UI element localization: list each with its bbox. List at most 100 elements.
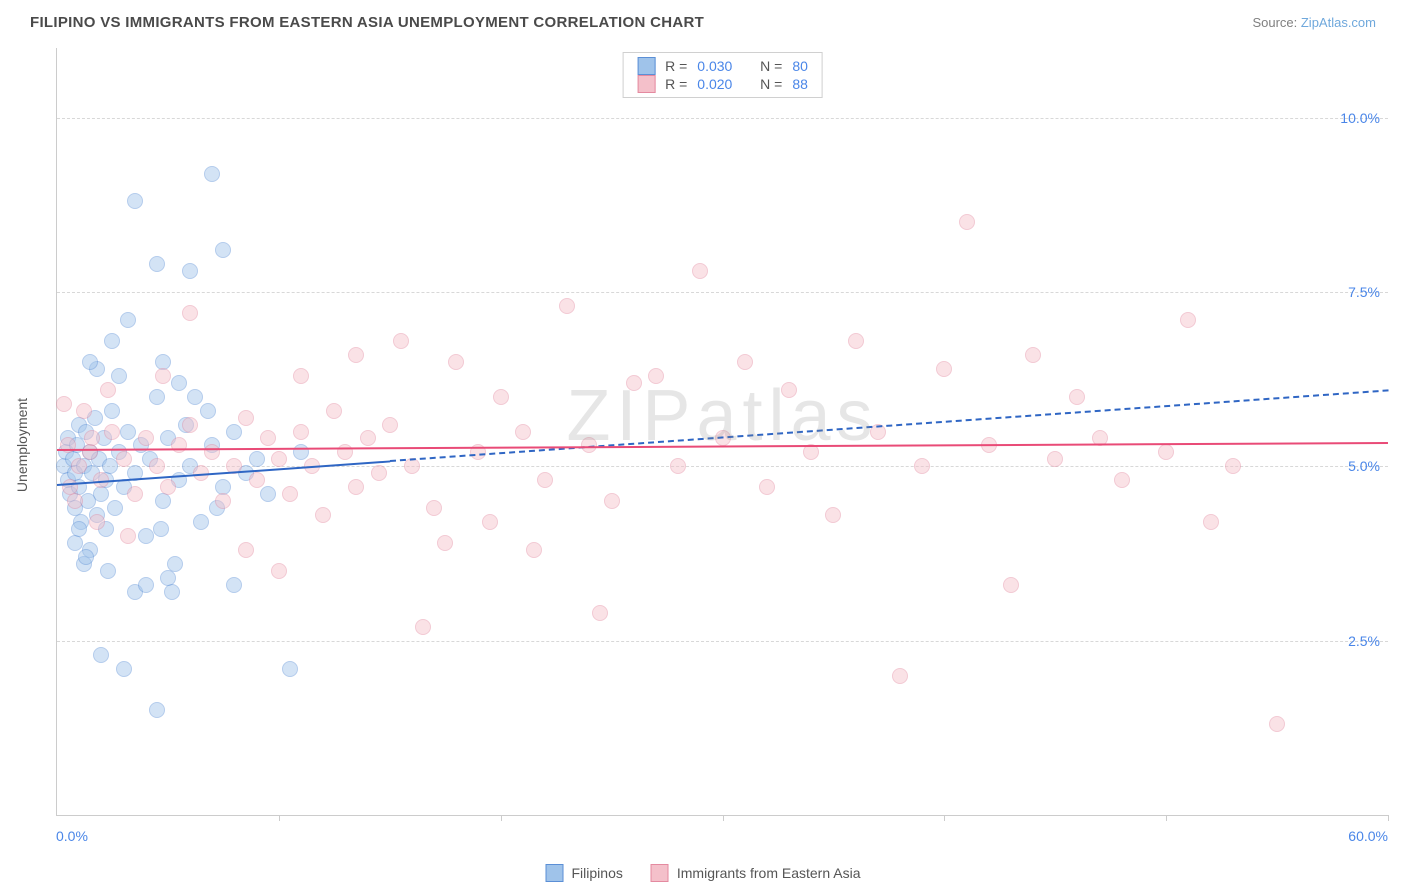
data-point-filipinos xyxy=(93,486,109,502)
data-point-immigrants xyxy=(1114,472,1130,488)
data-point-immigrants xyxy=(271,563,287,579)
data-point-immigrants xyxy=(71,458,87,474)
data-point-filipinos xyxy=(149,389,165,405)
swatch-filipinos xyxy=(637,57,655,75)
y-tick-label: 5.0% xyxy=(1348,458,1380,474)
data-point-immigrants xyxy=(82,444,98,460)
data-point-immigrants xyxy=(626,375,642,391)
data-point-immigrants xyxy=(1158,444,1174,460)
x-axis-max-label: 60.0% xyxy=(1348,828,1388,844)
x-tick xyxy=(1388,815,1389,821)
data-point-filipinos xyxy=(249,451,265,467)
data-point-immigrants xyxy=(120,528,136,544)
data-point-immigrants xyxy=(737,354,753,370)
data-point-filipinos xyxy=(149,702,165,718)
data-point-immigrants xyxy=(415,619,431,635)
data-point-immigrants xyxy=(127,486,143,502)
data-point-immigrants xyxy=(160,479,176,495)
legend-item-filipinos: Filipinos xyxy=(546,864,623,882)
data-point-filipinos xyxy=(104,403,120,419)
data-point-filipinos xyxy=(164,584,180,600)
data-point-filipinos xyxy=(100,563,116,579)
data-point-immigrants xyxy=(692,263,708,279)
r-label: R = xyxy=(665,76,687,92)
data-point-filipinos xyxy=(116,661,132,677)
y-tick-label: 10.0% xyxy=(1340,110,1380,126)
data-point-immigrants xyxy=(482,514,498,530)
r-value-immigrants: 0.020 xyxy=(697,76,732,92)
n-label: N = xyxy=(760,76,782,92)
data-point-filipinos xyxy=(120,424,136,440)
data-point-filipinos xyxy=(67,535,83,551)
data-point-immigrants xyxy=(104,424,120,440)
data-point-filipinos xyxy=(260,486,276,502)
x-tick xyxy=(1166,815,1167,821)
data-point-immigrants xyxy=(1225,458,1241,474)
x-tick xyxy=(723,815,724,821)
data-point-immigrants xyxy=(315,507,331,523)
data-point-immigrants xyxy=(1180,312,1196,328)
data-point-immigrants xyxy=(1069,389,1085,405)
data-point-filipinos xyxy=(167,556,183,572)
data-point-immigrants xyxy=(1047,451,1063,467)
legend-row-immigrants: R = 0.020 N = 88 xyxy=(637,75,808,93)
data-point-immigrants xyxy=(260,430,276,446)
r-label: R = xyxy=(665,58,687,74)
data-point-immigrants xyxy=(293,368,309,384)
legend-item-immigrants: Immigrants from Eastern Asia xyxy=(651,864,861,882)
n-value-filipinos: 80 xyxy=(792,58,808,74)
x-axis-min-label: 0.0% xyxy=(56,828,88,844)
source-link[interactable]: ZipAtlas.com xyxy=(1301,15,1376,30)
data-point-immigrants xyxy=(959,214,975,230)
data-point-filipinos xyxy=(71,521,87,537)
data-point-immigrants xyxy=(282,486,298,502)
data-point-immigrants xyxy=(537,472,553,488)
data-point-filipinos xyxy=(155,493,171,509)
data-point-immigrants xyxy=(426,500,442,516)
data-point-immigrants xyxy=(825,507,841,523)
source-attribution: Source: ZipAtlas.com xyxy=(1252,15,1376,30)
x-tick xyxy=(279,815,280,821)
data-point-immigrants xyxy=(182,417,198,433)
data-point-immigrants xyxy=(1269,716,1285,732)
data-point-filipinos xyxy=(204,166,220,182)
data-point-immigrants xyxy=(116,451,132,467)
data-point-filipinos xyxy=(107,500,123,516)
data-point-immigrants xyxy=(393,333,409,349)
data-point-immigrants xyxy=(1203,514,1219,530)
legend-row-filipinos: R = 0.030 N = 80 xyxy=(637,57,808,75)
data-point-immigrants xyxy=(648,368,664,384)
legend-label-immigrants: Immigrants from Eastern Asia xyxy=(677,865,861,881)
data-point-immigrants xyxy=(348,479,364,495)
data-point-filipinos xyxy=(193,514,209,530)
data-point-immigrants xyxy=(348,347,364,363)
data-point-filipinos xyxy=(226,424,242,440)
swatch-immigrants xyxy=(637,75,655,93)
x-tick xyxy=(501,815,502,821)
data-point-filipinos xyxy=(182,263,198,279)
data-point-immigrants xyxy=(100,382,116,398)
data-point-immigrants xyxy=(293,424,309,440)
data-point-immigrants xyxy=(149,458,165,474)
data-point-filipinos xyxy=(78,549,94,565)
data-point-filipinos xyxy=(138,577,154,593)
data-point-filipinos xyxy=(93,647,109,663)
data-point-immigrants xyxy=(249,472,265,488)
data-point-filipinos xyxy=(149,256,165,272)
data-point-immigrants xyxy=(326,403,342,419)
data-point-immigrants xyxy=(1025,347,1041,363)
data-point-immigrants xyxy=(138,430,154,446)
trend-line-filipinos xyxy=(390,390,1388,463)
data-point-filipinos xyxy=(282,661,298,677)
data-point-immigrants xyxy=(360,430,376,446)
n-label: N = xyxy=(760,58,782,74)
data-point-filipinos xyxy=(153,521,169,537)
legend-label-filipinos: Filipinos xyxy=(572,865,623,881)
data-point-immigrants xyxy=(204,444,220,460)
data-point-immigrants xyxy=(448,354,464,370)
data-point-immigrants xyxy=(76,403,92,419)
source-prefix: Source: xyxy=(1252,15,1300,30)
data-point-filipinos xyxy=(111,368,127,384)
data-point-filipinos xyxy=(104,333,120,349)
data-point-filipinos xyxy=(138,528,154,544)
